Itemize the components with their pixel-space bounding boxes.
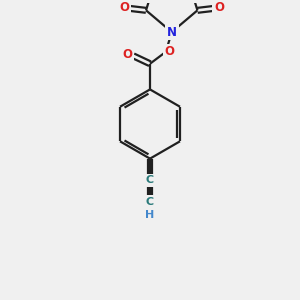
Text: C: C xyxy=(146,197,154,207)
Text: O: O xyxy=(122,48,132,61)
Text: O: O xyxy=(119,1,129,14)
Text: H: H xyxy=(146,210,154,220)
Text: O: O xyxy=(165,45,175,58)
Text: C: C xyxy=(146,176,154,185)
Text: O: O xyxy=(214,1,224,14)
Text: N: N xyxy=(167,26,177,39)
